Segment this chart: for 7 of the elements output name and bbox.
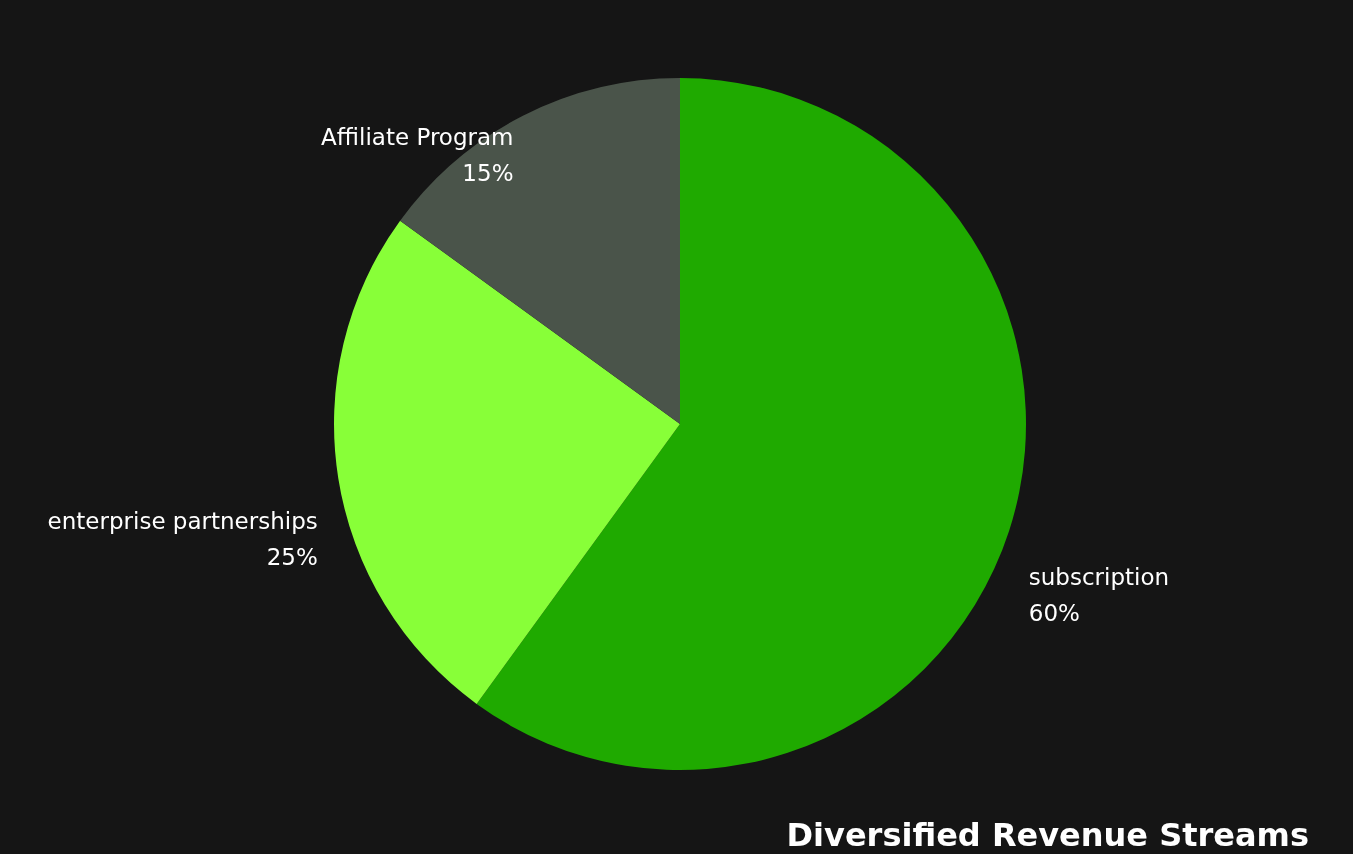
slice-label: enterprise partnerships xyxy=(47,508,318,535)
data-label: 60% xyxy=(1028,600,1080,627)
text: Diversified Revenue Streams xyxy=(786,816,1309,854)
slice-label: subscription xyxy=(1028,564,1170,591)
slice-label: Affiliate Program xyxy=(321,124,514,151)
data-label: 25% xyxy=(266,544,318,571)
data-label: 15% xyxy=(462,160,514,187)
